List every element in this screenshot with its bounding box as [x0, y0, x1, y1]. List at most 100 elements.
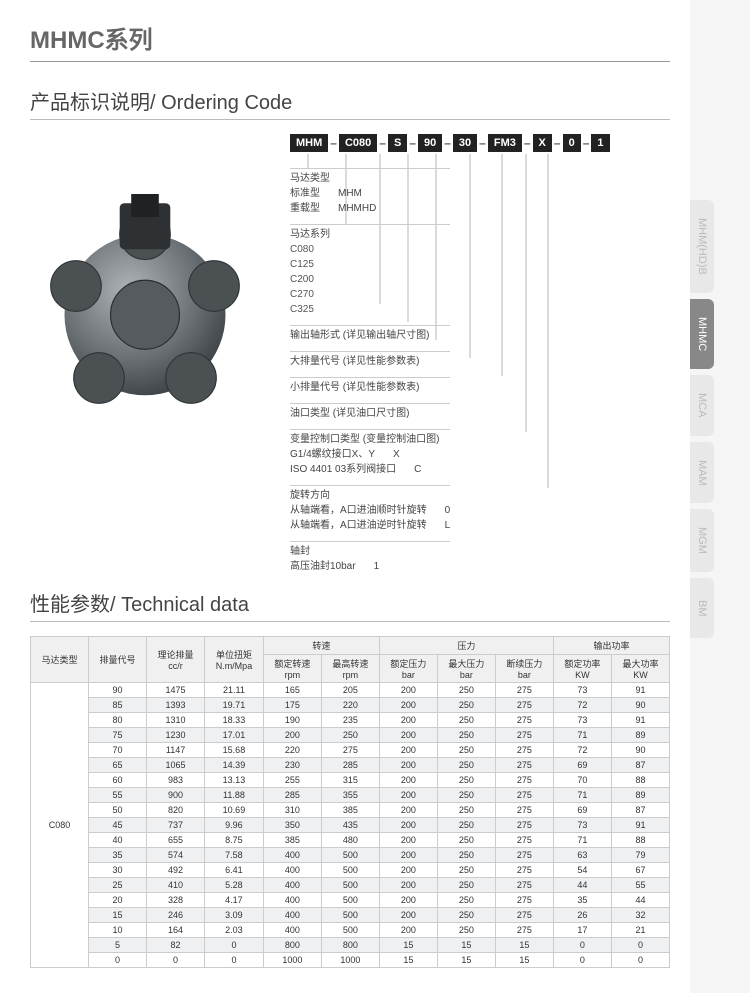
table-cell: 250 — [437, 743, 495, 758]
table-cell: 275 — [495, 878, 553, 893]
col-rated-rpm: 额定转速rpm — [263, 655, 321, 683]
table-cell: 275 — [495, 863, 553, 878]
table-cell: 250 — [437, 803, 495, 818]
table-cell: 310 — [263, 803, 321, 818]
table-cell: 15.68 — [205, 743, 264, 758]
code-segment-8: 1 — [591, 134, 609, 152]
table-cell: 165 — [263, 683, 321, 698]
table-cell: 200 — [379, 848, 437, 863]
table-cell: 5.28 — [205, 878, 264, 893]
col-rated-kw: 额定功率KW — [553, 655, 611, 683]
table-cell: 1147 — [147, 743, 205, 758]
table-cell: 10 — [89, 923, 147, 938]
legend-control-port: 变量控制口类型 (变量控制油口图) — [290, 432, 450, 447]
code-segment-5: FM3 — [488, 134, 522, 152]
table-cell: 1393 — [147, 698, 205, 713]
table-cell: 275 — [495, 848, 553, 863]
table-row: 0001000100015151500 — [31, 953, 670, 968]
table-row: 355747.584005002002502756379 — [31, 848, 670, 863]
code-dash: – — [581, 136, 592, 150]
table-cell: 45 — [89, 818, 147, 833]
table-cell: 65 — [89, 758, 147, 773]
table-cell: 60 — [89, 773, 147, 788]
table-cell: 80 — [89, 713, 147, 728]
legend-shaft: 输出轴形式 (详见输出轴尺寸图) — [290, 328, 450, 343]
table-cell: 255 — [263, 773, 321, 788]
table-cell: 200 — [379, 683, 437, 698]
table-cell: 200 — [379, 863, 437, 878]
table-cell: 6.41 — [205, 863, 264, 878]
table-cell: 200 — [379, 698, 437, 713]
table-cell: 7.58 — [205, 848, 264, 863]
legend-rotation: 旋转方向 — [290, 488, 450, 503]
table-cell: 67 — [611, 863, 669, 878]
table-cell: 15 — [437, 938, 495, 953]
table-cell: 275 — [495, 803, 553, 818]
table-cell: 9.96 — [205, 818, 264, 833]
table-cell: 0 — [89, 953, 147, 968]
code-segment-0: MHM — [290, 134, 328, 152]
table-cell: 250 — [437, 698, 495, 713]
table-cell: 250 — [437, 713, 495, 728]
table-cell: 79 — [611, 848, 669, 863]
side-tab-mhm(hd)b[interactable]: MHM(HD)B — [690, 200, 714, 293]
table-cell: 75 — [89, 728, 147, 743]
table-cell: 87 — [611, 803, 669, 818]
table-cell: 200 — [379, 788, 437, 803]
table-cell: 355 — [321, 788, 379, 803]
table-cell: 315 — [321, 773, 379, 788]
table-cell: 350 — [263, 818, 321, 833]
table-cell: 220 — [263, 743, 321, 758]
table-cell: 15 — [89, 908, 147, 923]
table-cell: 0 — [205, 953, 264, 968]
table-cell: 88 — [611, 773, 669, 788]
legend-series-title: 马达系列 — [290, 227, 450, 242]
table-cell: 70 — [553, 773, 611, 788]
code-dash: – — [377, 136, 388, 150]
table-cell: 200 — [379, 743, 437, 758]
table-cell: 14.39 — [205, 758, 264, 773]
table-cell: 89 — [611, 788, 669, 803]
legend-seal: 轴封 — [290, 544, 450, 559]
code-dash: – — [328, 136, 339, 150]
col-max-bar: 最大压力bar — [437, 655, 495, 683]
side-tab-mca[interactable]: MCA — [690, 375, 714, 435]
legend-series-item: C125 — [290, 257, 450, 272]
table-cell: 500 — [321, 923, 379, 938]
table-cell: 73 — [553, 683, 611, 698]
code-dash: – — [407, 136, 418, 150]
table-cell: 40 — [89, 833, 147, 848]
table-cell: 250 — [437, 788, 495, 803]
table-cell: 190 — [263, 713, 321, 728]
table-cell: 820 — [147, 803, 205, 818]
table-row: 70114715.682202752002502757290 — [31, 743, 670, 758]
table-cell: 275 — [495, 728, 553, 743]
code-dash: – — [477, 136, 488, 150]
table-cell: 5 — [89, 938, 147, 953]
table-cell: 250 — [437, 833, 495, 848]
side-tab-mam[interactable]: MAM — [690, 442, 714, 504]
table-cell: 44 — [553, 878, 611, 893]
legend-motor-type-title: 马达类型 — [290, 171, 450, 186]
table-cell: 200 — [379, 923, 437, 938]
table-cell: 71 — [553, 833, 611, 848]
table-cell: 385 — [263, 833, 321, 848]
table-cell: 15 — [495, 953, 553, 968]
side-tab-bm[interactable]: BM — [690, 578, 714, 638]
table-cell: 15 — [495, 938, 553, 953]
table-cell: 410 — [147, 878, 205, 893]
table-cell: 0 — [147, 953, 205, 968]
legend-series-item: C200 — [290, 272, 450, 287]
table-cell: 737 — [147, 818, 205, 833]
code-segment-4: 30 — [453, 134, 477, 152]
table-cell: 250 — [437, 908, 495, 923]
table-cell: 1230 — [147, 728, 205, 743]
ordering-code-heading: 产品标识说明/ Ordering Code — [30, 86, 670, 120]
side-tab-mgm[interactable]: MGM — [690, 509, 714, 572]
table-cell: 72 — [553, 698, 611, 713]
table-cell: 19.71 — [205, 698, 264, 713]
table-cell: 11.88 — [205, 788, 264, 803]
table-cell: 2.03 — [205, 923, 264, 938]
table-cell: 205 — [321, 683, 379, 698]
side-tab-mhmc[interactable]: MHMC — [690, 299, 714, 369]
